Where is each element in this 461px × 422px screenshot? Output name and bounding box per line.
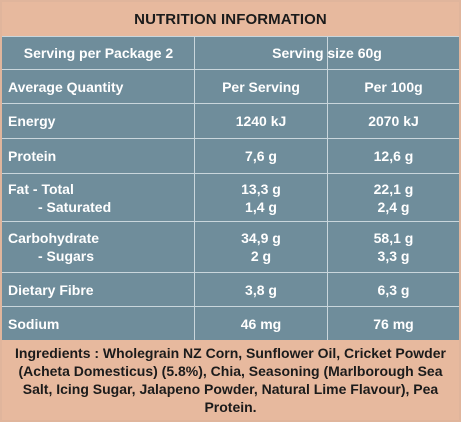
serving-size: Serving size 60g bbox=[272, 45, 382, 61]
energy-row: Energy 1240 kJ 2070 kJ bbox=[2, 103, 459, 138]
protein-per-100g: 12,6 g bbox=[373, 148, 414, 164]
fat-total-per-serving: 13,3 g bbox=[241, 180, 281, 197]
carbohydrate-per-serving: 34,9 g 2 g bbox=[195, 222, 327, 272]
sodium-per-100g: 76 mg bbox=[373, 315, 414, 332]
fibre-per-serving: 3,8 g bbox=[245, 281, 277, 298]
fat-total-label: Fat - Total bbox=[8, 180, 74, 197]
fibre-label: Dietary Fibre bbox=[8, 281, 94, 298]
fat-total-per-100g: 22,1 g bbox=[373, 180, 414, 197]
fibre-per-100g: 6,3 g bbox=[377, 281, 410, 298]
header-average-quantity: Average Quantity bbox=[8, 78, 124, 95]
ingredients-text: Ingredients : Wholegrain NZ Corn, Sunflo… bbox=[2, 340, 459, 420]
column-header-row: Average Quantity Per Serving Per 100g bbox=[2, 69, 459, 103]
fat-per-100g: 22,1 g 2,4 g bbox=[328, 174, 459, 221]
serving-per-package: Serving per Package 2 bbox=[23, 45, 174, 61]
column-divider-1 bbox=[194, 36, 195, 340]
carbohydrate-labels: Carbohydrate - Sugars bbox=[2, 222, 194, 272]
serving-row: Serving per Package 2 Serving size 60g bbox=[2, 36, 459, 69]
column-divider-2 bbox=[327, 36, 328, 340]
carbohydrate-per-100g: 58,1 g 3,3 g bbox=[328, 222, 459, 272]
sodium-per-serving: 46 mg bbox=[240, 315, 282, 332]
carbohydrate-per-serving-value: 34,9 g bbox=[241, 230, 281, 246]
protein-label: Protein bbox=[8, 148, 57, 164]
protein-per-serving: 7,6 g bbox=[245, 148, 277, 164]
fibre-row: Dietary Fibre 3,8 g 6,3 g bbox=[2, 272, 459, 306]
sugars-label: - Sugars bbox=[38, 248, 95, 264]
sugars-per-serving: 2 g bbox=[250, 248, 272, 264]
sodium-label: Sodium bbox=[8, 315, 60, 332]
fat-per-serving: 13,3 g 1,4 g bbox=[195, 174, 327, 221]
sodium-row: Sodium 46 mg 76 mg bbox=[2, 306, 459, 340]
carbohydrate-per-100g-value: 58,1 g bbox=[373, 230, 414, 246]
energy-label: Energy bbox=[8, 113, 56, 129]
protein-row: Protein 7,6 g 12,6 g bbox=[2, 138, 459, 173]
energy-per-100g: 2070 kJ bbox=[368, 113, 419, 129]
carbohydrate-row: Carbohydrate - Sugars 34,9 g 2 g 58,1 g … bbox=[2, 221, 459, 272]
saturated-label: - Saturated bbox=[38, 198, 112, 215]
fat-labels: Fat - Total - Saturated bbox=[2, 174, 194, 221]
sugars-per-100g: 3,3 g bbox=[377, 248, 410, 264]
carbohydrate-label: Carbohydrate bbox=[8, 230, 100, 246]
nutrition-table: Serving per Package 2 Serving size 60g A… bbox=[2, 36, 459, 340]
fat-row: Fat - Total - Saturated 13,3 g 1,4 g 22,… bbox=[2, 173, 459, 221]
energy-per-serving: 1240 kJ bbox=[235, 113, 287, 129]
saturated-per-serving: 1,4 g bbox=[245, 198, 277, 215]
header-per-serving: Per Serving bbox=[222, 78, 300, 95]
nutrition-title: NUTRITION INFORMATION bbox=[2, 2, 459, 36]
saturated-per-100g: 2,4 g bbox=[377, 198, 410, 215]
header-per-100g: Per 100g bbox=[364, 78, 423, 95]
